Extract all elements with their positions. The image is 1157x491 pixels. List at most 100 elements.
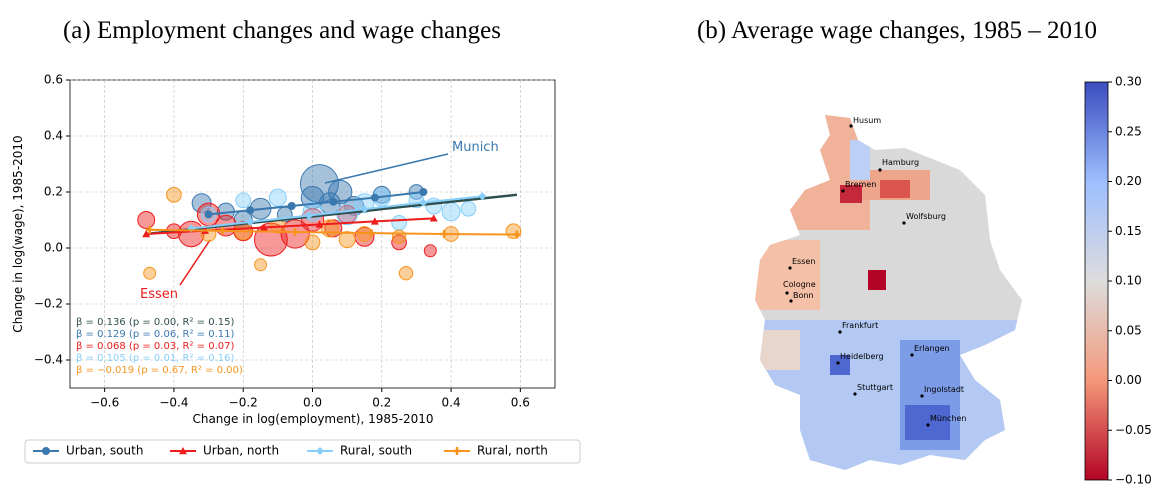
x-tick-label: −0.2 bbox=[229, 396, 258, 410]
region bbox=[755, 240, 820, 310]
bubble bbox=[398, 265, 414, 281]
marker bbox=[142, 230, 151, 238]
bubble bbox=[391, 234, 407, 251]
stat-text: β = 0.068 (p = 0.03, R² = 0.07) bbox=[76, 341, 234, 352]
marker bbox=[419, 188, 428, 196]
bubble bbox=[143, 266, 157, 280]
city-dot bbox=[789, 299, 793, 303]
region bbox=[905, 405, 950, 440]
region bbox=[840, 185, 862, 203]
colorbar-tick-label: −0.05 bbox=[1115, 423, 1152, 437]
city-label: Bremen bbox=[845, 180, 876, 189]
x-tick-label: 0.4 bbox=[442, 396, 461, 410]
panel-title: (a) Employment changes and wage changes bbox=[63, 17, 501, 44]
y-tick-label: 0.6 bbox=[44, 73, 63, 87]
marker bbox=[218, 226, 227, 235]
colorbar-tick-label: 0.25 bbox=[1115, 124, 1142, 138]
marker bbox=[145, 225, 154, 234]
y-axis-label: Change in log(wage), 1985-2010 bbox=[11, 135, 25, 332]
y-tick-label: 0.0 bbox=[44, 241, 63, 255]
bubble bbox=[460, 200, 477, 217]
bubble bbox=[505, 223, 522, 240]
marker bbox=[367, 229, 376, 238]
y-tick-label: 0.2 bbox=[44, 185, 63, 199]
stat-text: β = 0.136 (p = 0.00, R² = 0.15) bbox=[76, 317, 234, 328]
bubble bbox=[304, 234, 321, 251]
legend-label: Urban, north bbox=[203, 444, 279, 458]
region bbox=[880, 180, 910, 198]
annotation: Munich bbox=[452, 140, 499, 155]
map bbox=[755, 115, 1022, 470]
marker bbox=[429, 214, 438, 222]
city-dot bbox=[841, 189, 845, 193]
fit-line bbox=[191, 195, 483, 230]
city-label: Ingolstadt bbox=[924, 385, 964, 394]
city-label: Stuttgart bbox=[857, 383, 893, 392]
legend-label: Urban, south bbox=[66, 444, 143, 458]
marker bbox=[204, 210, 213, 219]
stat-text: β = −0.019 (p = 0.67, R² = 0.00) bbox=[76, 365, 243, 376]
y-tick-label: 0.4 bbox=[44, 129, 63, 143]
region bbox=[868, 270, 886, 290]
marker bbox=[315, 220, 324, 228]
marker bbox=[419, 198, 428, 207]
colorbar-tick-label: 0.15 bbox=[1115, 224, 1142, 238]
city-label: München bbox=[930, 414, 967, 423]
marker bbox=[329, 197, 338, 206]
y-tick-label: −0.2 bbox=[34, 297, 63, 311]
legend-marker bbox=[453, 447, 461, 455]
city-label: Cologne bbox=[783, 280, 816, 289]
city-dot bbox=[849, 124, 853, 128]
bubble bbox=[391, 214, 407, 231]
x-tick-label: −0.4 bbox=[159, 396, 188, 410]
legend-box bbox=[24, 439, 581, 464]
legend-marker bbox=[316, 447, 324, 455]
x-tick-label: −0.6 bbox=[90, 396, 119, 410]
marker bbox=[440, 230, 449, 238]
region bbox=[760, 330, 800, 370]
city-dot bbox=[926, 423, 930, 427]
stat-text: β = 0.105 (p = 0.01, R² = 0.16) bbox=[76, 353, 234, 364]
city-dot bbox=[788, 266, 792, 270]
bubble bbox=[235, 192, 252, 209]
annotation-arrow bbox=[324, 153, 449, 184]
annotation: Essen bbox=[140, 287, 178, 302]
bubble bbox=[423, 244, 437, 258]
bubble bbox=[254, 258, 268, 272]
colorbar-tick-label: 0.05 bbox=[1115, 323, 1142, 337]
city-dot bbox=[853, 392, 857, 396]
legend-label: Rural, north bbox=[477, 444, 548, 458]
city-dot bbox=[920, 394, 924, 398]
panel-title: (b) Average wage changes, 1985 – 2010 bbox=[697, 17, 1097, 44]
y-tick-label: −0.4 bbox=[34, 353, 63, 367]
city-label: Essen bbox=[792, 257, 815, 266]
marker bbox=[305, 211, 314, 220]
x-tick-label: 0.6 bbox=[511, 396, 530, 410]
city-dot bbox=[910, 353, 914, 357]
marker bbox=[370, 193, 379, 202]
colorbar-tick-label: 0.00 bbox=[1115, 373, 1142, 387]
bubble bbox=[391, 229, 407, 245]
marker bbox=[246, 217, 255, 226]
x-tick-label: 0.2 bbox=[372, 396, 391, 410]
annotation-arrow bbox=[179, 239, 211, 286]
bubble bbox=[137, 211, 156, 229]
bubble bbox=[166, 186, 182, 203]
colorbar bbox=[1084, 81, 1109, 481]
legend-label: Rural, south bbox=[340, 444, 412, 458]
bubble bbox=[320, 219, 339, 238]
city-dot bbox=[902, 221, 906, 225]
marker bbox=[360, 205, 369, 214]
x-axis-label: Change in log(employment), 1985-2010 bbox=[192, 412, 433, 426]
city-label: Heidelberg bbox=[840, 352, 884, 361]
city-label: Erlangen bbox=[914, 344, 950, 353]
city-dot bbox=[878, 168, 882, 172]
x-tick-label: 0.0 bbox=[303, 396, 322, 410]
legend-marker bbox=[179, 447, 187, 455]
city-dot bbox=[785, 291, 789, 295]
marker bbox=[287, 202, 296, 210]
marker bbox=[246, 206, 255, 215]
legend-marker bbox=[42, 447, 50, 455]
